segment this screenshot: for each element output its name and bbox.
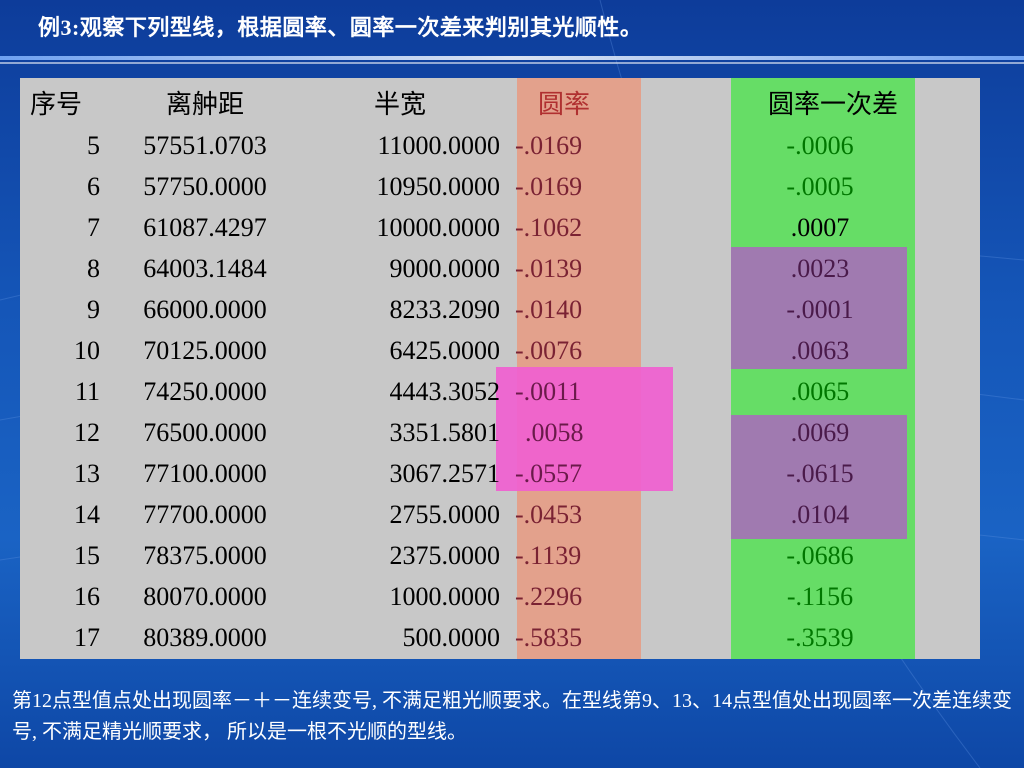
row-half-breadth: 10000.0000 [376,213,501,242]
row-half-breadth: 4443.3052 [389,377,501,406]
header-roundness-diff: 圆率一次差 [767,90,898,119]
title-divider-thin [0,62,1024,64]
row-roundness: -.1062 [515,213,583,242]
row-index: 15 [74,541,100,570]
row-half-breadth: 9000.0000 [389,254,501,283]
row-half-breadth: 11000.0000 [377,131,500,160]
row-roundness: -.0140 [515,295,583,324]
header-roundness: 圆率 [538,90,591,119]
row-roundness: -.2296 [515,582,583,611]
row-index: 13 [74,459,100,488]
slide-title: 例3:观察下列型线，根据圆率、圆率一次差来判别其光顺性。 [38,15,643,40]
row-half-breadth: 1000.0000 [389,582,501,611]
row-index: 11 [74,377,100,406]
table-row: 5 57551.0703 11000.0000 -.0169 -.0006 [20,125,980,166]
row-index: 5 [87,131,100,160]
row-half-breadth: 2755.0000 [389,500,501,529]
diff-highlight-box-upper [731,247,907,369]
row-roundness: .0058 [525,418,584,447]
row-distance: 61087.4297 [143,213,267,242]
row-roundness-diff: .0065 [790,377,850,406]
row-roundness-diff: .0104 [790,500,850,529]
conclusion-note: 第12点型值点处出现圆率－＋－连续变号, 不满足粗光顺要求。在型线第9、13、1… [12,690,1012,743]
row-distance: 78375.0000 [143,541,267,570]
table-row: 12 76500.0000 3351.5801 .0058 .0069 [20,412,980,453]
header-index: 序号 [30,90,83,119]
row-half-breadth: 500.0000 [402,623,501,652]
row-distance: 80389.0000 [143,623,267,652]
row-roundness-diff: -.0001 [786,295,854,324]
table-row: 13 77100.0000 3067.2571 -.0557 -.0615 [20,453,980,494]
row-roundness: -.0139 [515,254,583,283]
row-index: 16 [74,582,100,611]
row-distance: 77100.0000 [143,459,267,488]
row-distance: 76500.0000 [143,418,267,447]
roundness-highlight-box [496,367,673,491]
row-roundness-diff: -.0686 [786,541,854,570]
row-half-breadth: 6425.0000 [389,336,501,365]
row-roundness-diff: -.3539 [786,623,854,652]
row-roundness: -.0011 [515,377,582,406]
title-divider [0,56,1024,60]
table-header: 序号 离舯距 半宽 圆率 圆率一次差 [20,84,980,125]
table-row: 14 77700.0000 2755.0000 -.0453 .0104 [20,494,980,535]
row-roundness-diff: .0023 [790,254,850,283]
header-half-breadth: 半宽 [373,90,426,119]
row-distance: 77700.0000 [143,500,267,529]
table-row: 7 61087.4297 10000.0000 -.1062 .0007 [20,207,980,248]
row-index: 17 [74,623,100,652]
row-half-breadth: 3351.5801 [389,418,501,447]
row-index: 8 [87,254,100,283]
row-roundness-diff: -.0005 [786,172,854,201]
table-row: 8 64003.1484 9000.0000 -.0139 .0023 [20,248,980,289]
row-half-breadth: 2375.0000 [389,541,501,570]
header-distance: 离舯距 [165,90,244,119]
row-index: 12 [74,418,100,447]
row-distance: 57551.0703 [143,131,267,160]
row-half-breadth: 10950.0000 [376,172,501,201]
row-distance: 80070.0000 [143,582,267,611]
row-roundness: -.0076 [515,336,583,365]
row-distance: 74250.0000 [143,377,267,406]
table-row: 11 74250.0000 4443.3052 -.0011 .0065 [20,371,980,412]
table-row: 10 70125.0000 6425.0000 -.0076 .0063 [20,330,980,371]
table-row: 6 57750.0000 10950.0000 -.0169 -.0005 [20,166,980,207]
table-row: 9 66000.0000 8233.2090 -.0140 -.0001 [20,289,980,330]
row-index: 9 [87,295,100,324]
data-table: 序号 离舯距 半宽 圆率 圆率一次差 5 57551.0703 11000.00… [20,78,980,659]
row-roundness-diff: -.0006 [786,131,854,160]
row-distance: 64003.1484 [143,254,267,283]
row-roundness: -.0557 [515,459,583,488]
row-roundness: -.0169 [515,172,583,201]
row-half-breadth: 3067.2571 [389,459,501,488]
table-row: 15 78375.0000 2375.0000 -.1139 -.0686 [20,535,980,576]
row-index: 6 [87,172,100,201]
row-roundness: -.1139 [515,541,582,570]
row-roundness-diff: -.1156 [786,582,854,611]
row-half-breadth: 8233.2090 [389,295,501,324]
row-roundness-diff: .0007 [790,213,850,242]
row-roundness-diff: .0069 [790,418,850,447]
row-roundness: -.5835 [515,623,583,652]
diff-highlight-box-lower [731,415,907,539]
table-row: 16 80070.0000 1000.0000 -.2296 -.1156 [20,576,980,617]
row-roundness-diff: .0063 [790,336,850,365]
row-distance: 70125.0000 [143,336,267,365]
row-distance: 66000.0000 [143,295,267,324]
row-index: 7 [87,213,100,242]
row-roundness-diff: -.0615 [786,459,854,488]
row-index: 14 [74,500,100,529]
table-row: 17 80389.0000 500.0000 -.5835 -.3539 [20,617,980,658]
row-roundness: -.0453 [515,500,583,529]
row-index: 10 [74,336,100,365]
row-roundness: -.0169 [515,131,583,160]
row-distance: 57750.0000 [143,172,267,201]
